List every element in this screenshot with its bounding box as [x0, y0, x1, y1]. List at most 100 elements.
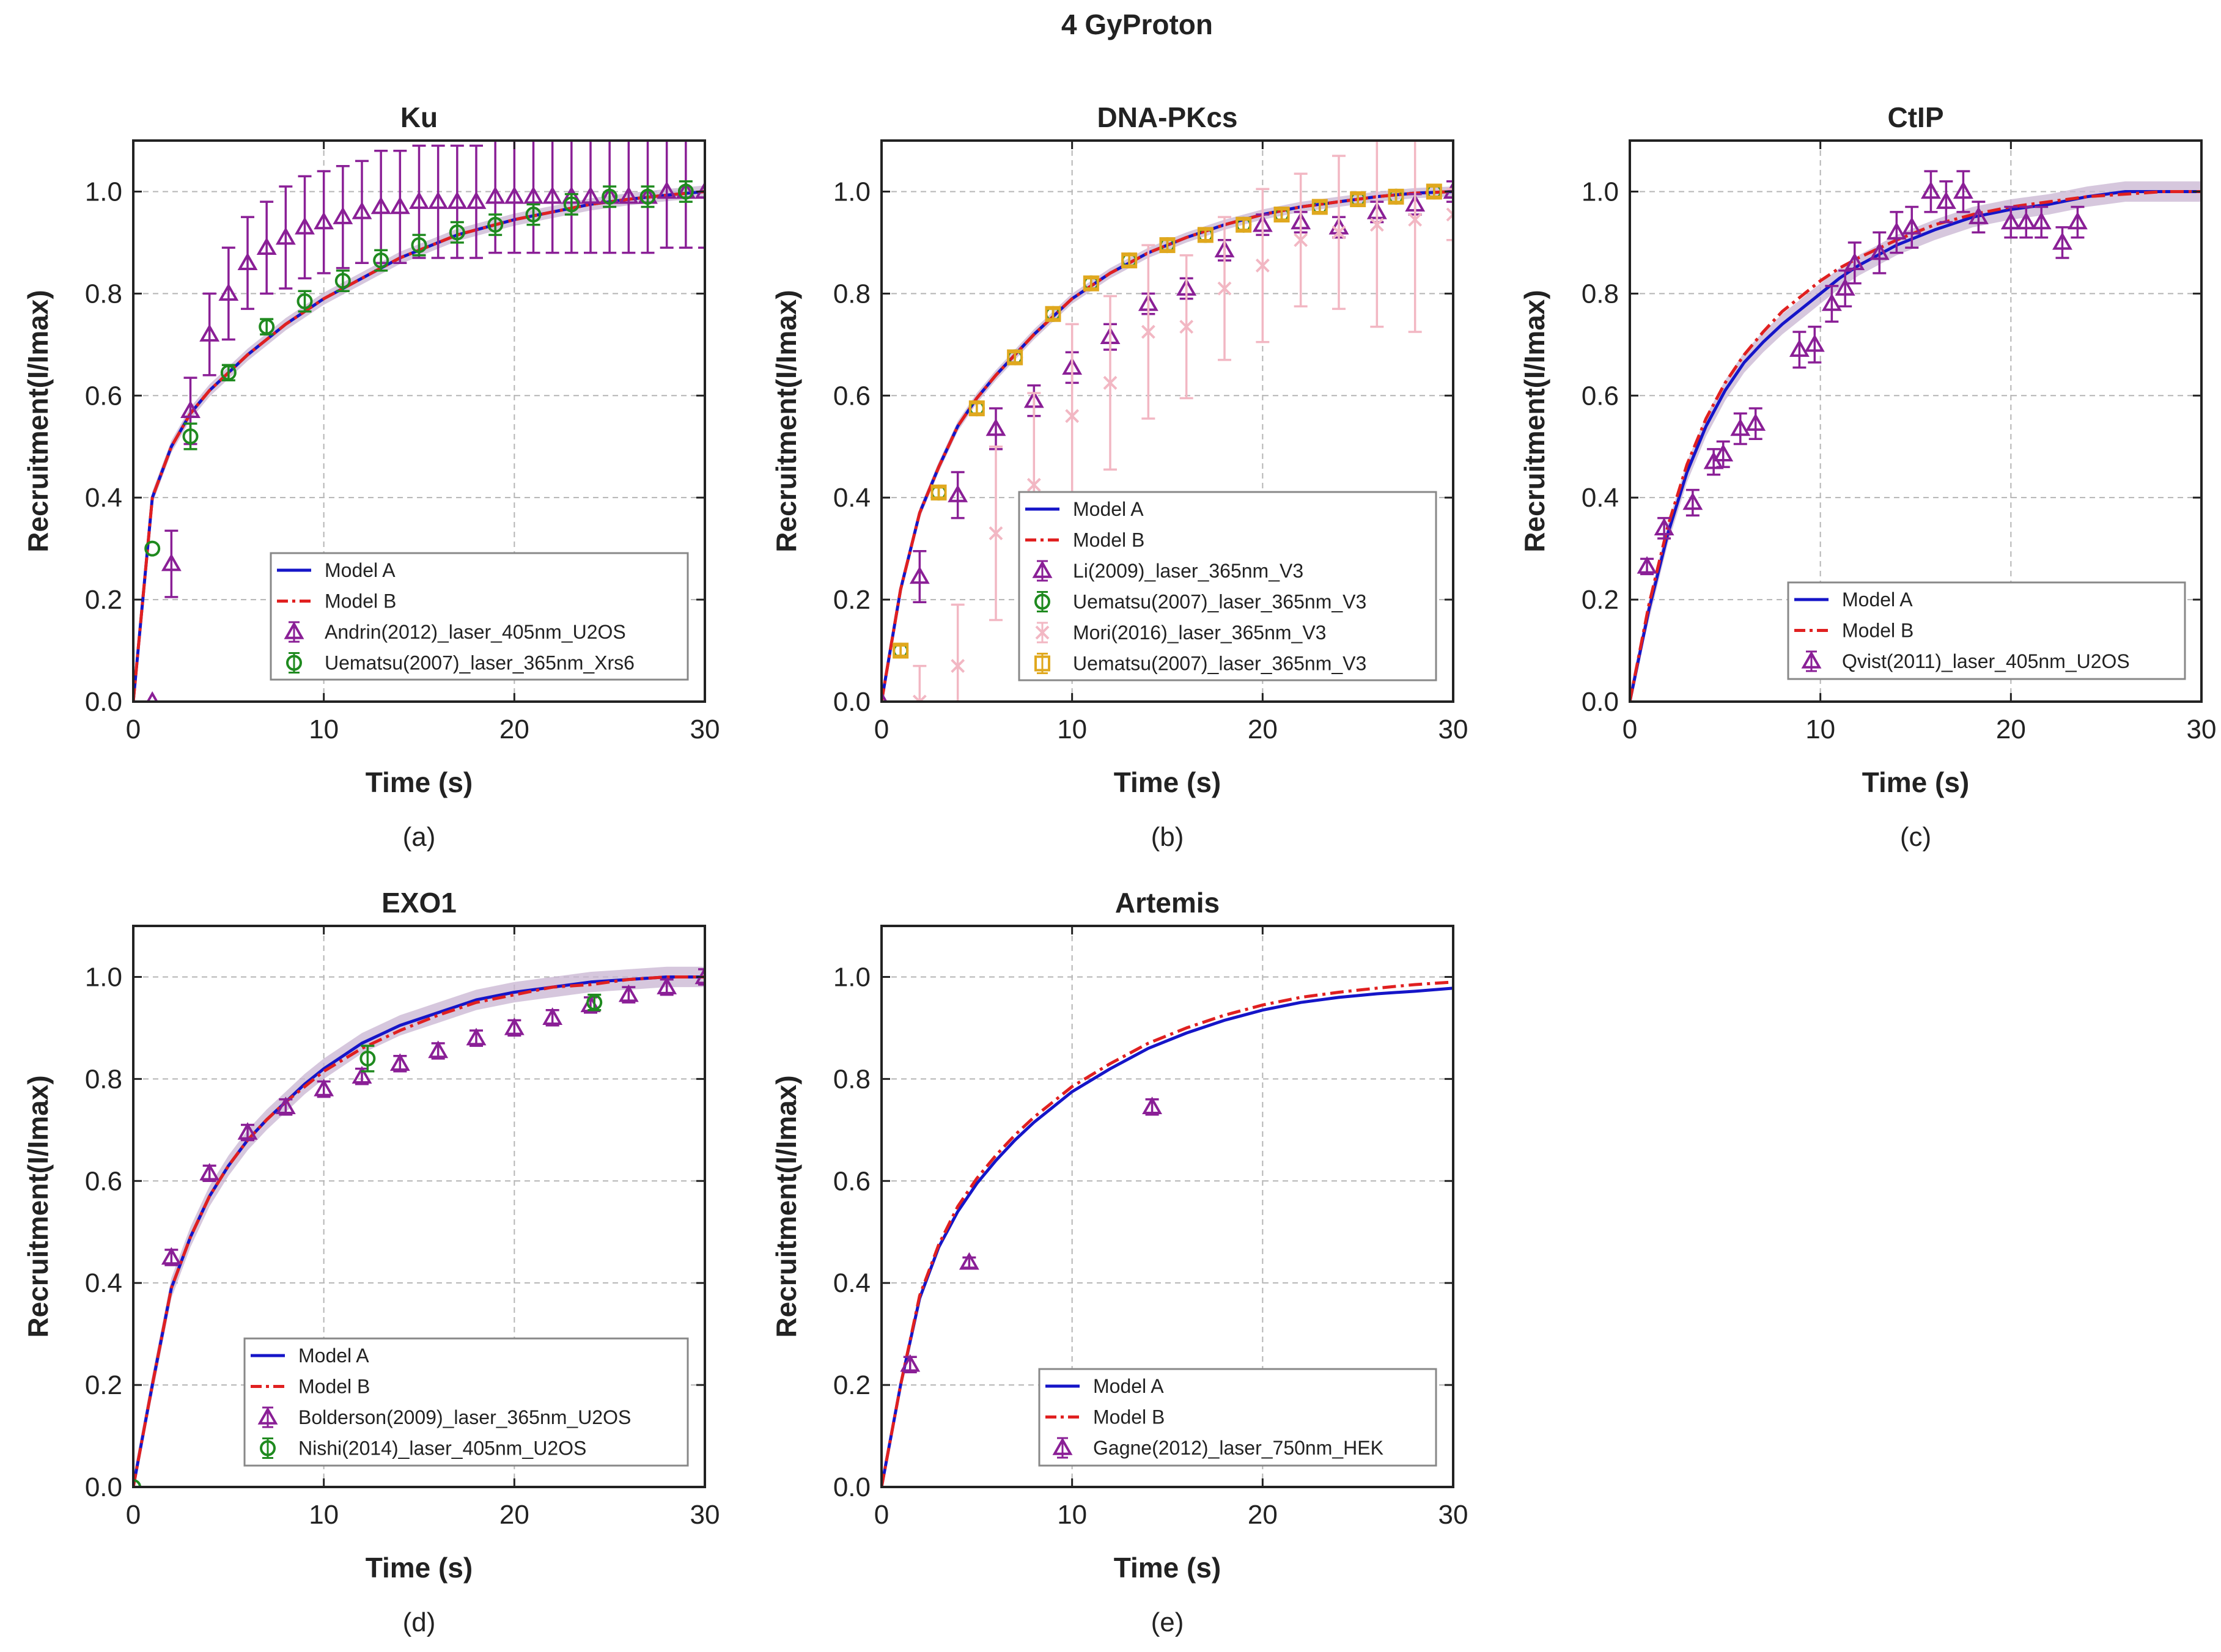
legend-a: Model A Model B Andrin(2012)_laser_405nm_U…: [270, 552, 689, 681]
data-point: [1637, 556, 1657, 574]
data-point: [295, 216, 315, 235]
panel-e: 0 10 20 30 0.0 0.2 0.4 0.6 0.8 1.0 Artemis Time (s)…: [770, 887, 1468, 1637]
data-point: [1179, 320, 1194, 334]
x-tick-label: 20: [1248, 1500, 1278, 1530]
data-point: [256, 237, 277, 255]
series-3: [893, 183, 1442, 659]
panel-title: DNA-PKcs: [1097, 101, 1237, 133]
error-bar: [545, 141, 559, 254]
y-tick-label: 0.2: [833, 1370, 871, 1400]
error-bar: [1351, 193, 1365, 206]
data-point: [1273, 207, 1290, 223]
data-point: [1682, 492, 1703, 510]
data-point: [1968, 207, 1989, 224]
data-point: [1654, 518, 1674, 536]
data-point: [1901, 216, 1922, 235]
x-tick-label: 10: [1057, 1500, 1087, 1530]
error-bar: [1275, 208, 1289, 221]
data-point: [618, 186, 639, 204]
error-bar: [1939, 180, 1953, 224]
data-point: [352, 201, 372, 219]
error-bar: [1198, 229, 1212, 241]
legend-marker: [1035, 625, 1050, 640]
data-point: [542, 1007, 563, 1025]
x-tick-label: 30: [690, 1500, 720, 1530]
y-tick-label: 0.0: [85, 1472, 122, 1502]
axes-frame-b: [880, 139, 1454, 703]
error-bar: [164, 529, 179, 598]
error-bar: [1160, 238, 1174, 252]
y-tick-label: 0.6: [85, 1166, 122, 1196]
x-tick-label: 30: [2187, 714, 2217, 744]
panel-title: CtIP: [1888, 101, 1944, 133]
error-bar: [355, 160, 369, 265]
error-bar: [1808, 325, 1822, 364]
y-tick-label: 0.4: [833, 1268, 871, 1298]
data-point: [951, 659, 965, 673]
data-point: [352, 1066, 372, 1084]
error-bar: [1890, 211, 1904, 254]
y-tick-label: 0.0: [833, 1472, 871, 1502]
y-tick-label: 0.2: [85, 1370, 122, 1400]
error-bar: [1825, 285, 1839, 323]
legend-label: Bolderson(2009)_laser_365nm_U2OS: [298, 1406, 631, 1428]
x-axis-label: Time (s): [1114, 766, 1221, 798]
data-point: [1730, 418, 1751, 436]
data-point: [333, 207, 353, 224]
panel-c: 0 10 20 30 0.0 0.2 0.4 0.6 0.8 1.0 CtIP Time (s) Rec…: [1519, 101, 2216, 852]
error-bar: [1792, 331, 1807, 369]
error-bar: [183, 422, 197, 450]
panel-title: Artemis: [1115, 887, 1220, 919]
error-bar: [221, 246, 235, 341]
model-b-line: [882, 189, 1453, 702]
error-bar: [698, 141, 705, 249]
data-point: [2067, 211, 2088, 230]
y-tick-label: 0.0: [1582, 687, 1619, 717]
y-tick-label: 0.8: [833, 1064, 871, 1094]
legend-label: Model A: [325, 559, 396, 581]
data-point: [677, 183, 694, 200]
data-point: [1408, 212, 1423, 227]
legend-marker: [284, 621, 304, 639]
y-tick-label: 0.0: [833, 687, 871, 717]
data-point: [237, 1122, 258, 1140]
y-tick-label: 0.6: [1582, 381, 1619, 411]
error-bar: [970, 402, 984, 415]
data-point: [657, 181, 677, 199]
data-point: [586, 994, 603, 1011]
data-point: [466, 1027, 487, 1046]
y-tick-label: 0.6: [833, 381, 871, 411]
legend-label: Model B: [298, 1376, 370, 1398]
data-point: [1886, 222, 1907, 240]
figure-title: 4 GyProton: [1061, 9, 1213, 40]
data-point: [1007, 349, 1023, 365]
data-point: [389, 1053, 410, 1071]
error-bar: [1237, 218, 1251, 231]
error-bar: [622, 141, 636, 254]
data-point: [199, 1162, 220, 1181]
data-point: [2031, 211, 2052, 230]
error-bar: [1838, 270, 1852, 307]
data-point: [1083, 275, 1099, 292]
y-tick-label: 1.0: [833, 962, 871, 992]
legend-box: [1038, 1368, 1437, 1467]
panel-caption: (b): [1151, 822, 1184, 852]
error-bar: [1427, 185, 1441, 198]
data-point: [180, 400, 201, 419]
y-tick-label: 1.0: [1582, 177, 1619, 207]
data-point: [909, 566, 930, 584]
panel-caption: (d): [403, 1607, 436, 1637]
y-tick-label: 0.6: [85, 381, 122, 411]
data-point: [1236, 216, 1252, 233]
data-point: [1311, 199, 1328, 215]
data-point: [563, 196, 580, 213]
model-b-line: [133, 975, 705, 1487]
legend-label: Model A: [1842, 589, 1913, 611]
error-bar: [1905, 205, 1919, 249]
y-tick-label: 0.6: [833, 1166, 871, 1196]
data-point: [968, 400, 985, 417]
data-point: [237, 252, 258, 271]
data-point: [1065, 409, 1080, 424]
error-bar: [894, 644, 908, 657]
legend-label: Li(2009)_laser_365nm_V3: [1073, 560, 1303, 582]
